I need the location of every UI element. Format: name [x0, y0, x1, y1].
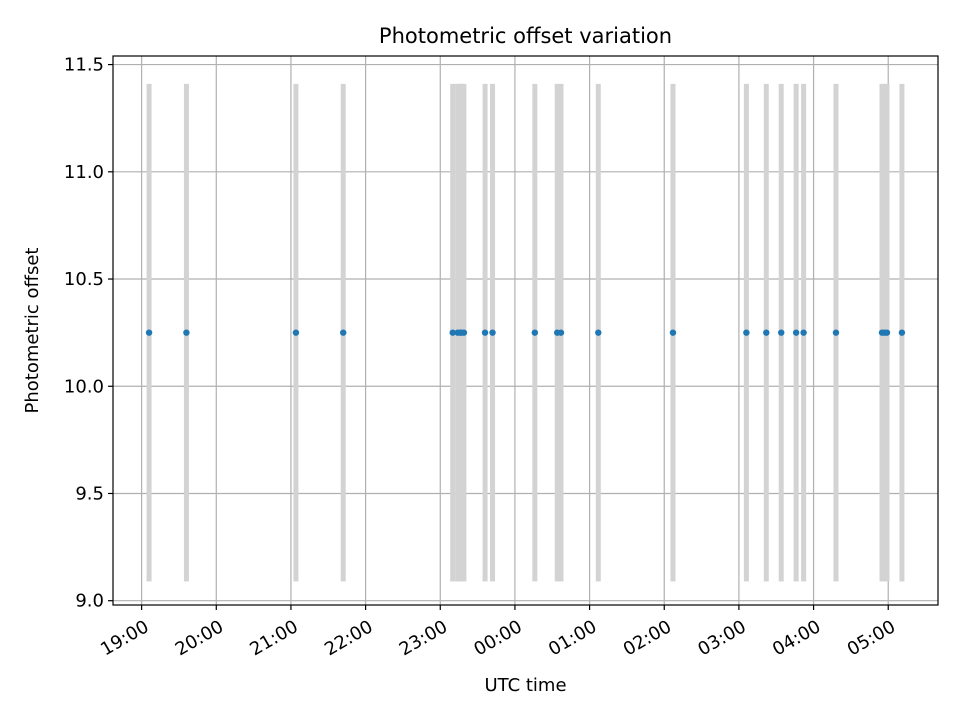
data-point: [743, 329, 750, 336]
data-point: [883, 329, 891, 336]
chart-title: Photometric offset variation: [379, 24, 672, 48]
x-axis-title: UTC time: [484, 675, 566, 696]
y-axis-title: Photometric offset: [22, 248, 43, 414]
data-point: [800, 329, 807, 336]
plot-area-frame: [112, 55, 939, 606]
data-point: [669, 329, 677, 336]
y-tick-label: 11.0: [64, 162, 104, 183]
data-point: [832, 329, 840, 336]
y-tick-label: 10.5: [64, 269, 104, 290]
data-point: [792, 329, 800, 336]
y-tick-label: 9.0: [75, 591, 104, 612]
data-point: [557, 329, 565, 336]
data-point: [460, 329, 468, 336]
y-tick-label: 11.5: [64, 55, 104, 76]
data-point: [183, 329, 190, 336]
data-point: [778, 329, 785, 336]
data-point: [481, 329, 489, 336]
y-tick-label: 10.0: [64, 376, 104, 397]
data-point: [763, 329, 770, 336]
data-point: [489, 329, 496, 336]
data-point: [531, 329, 539, 336]
data-point: [898, 329, 906, 336]
data-point: [145, 329, 153, 336]
y-tick-label: 9.5: [75, 483, 104, 504]
data-point: [595, 329, 602, 336]
data-point: [340, 329, 347, 336]
data-point: [449, 329, 456, 336]
data-point: [292, 329, 300, 336]
data-point-layer: [145, 329, 906, 336]
